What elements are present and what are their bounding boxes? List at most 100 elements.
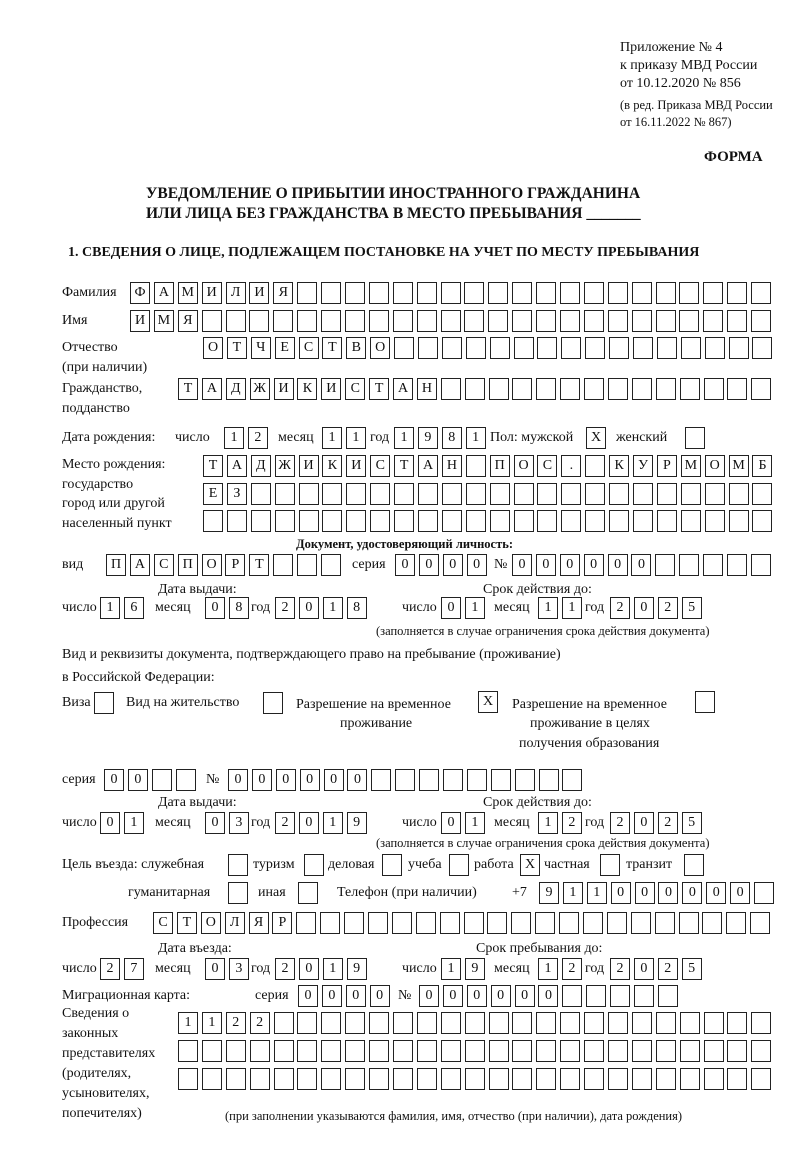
char-cell[interactable]: [585, 483, 606, 505]
char-cell[interactable]: Е: [203, 483, 223, 505]
char-cell[interactable]: [609, 483, 630, 505]
char-cell[interactable]: Д: [225, 378, 246, 400]
char-cell[interactable]: [655, 378, 676, 400]
char-cell[interactable]: Я: [273, 282, 294, 304]
char-cell[interactable]: [201, 310, 222, 332]
char-cell[interactable]: .: [561, 455, 582, 477]
char-cell[interactable]: [464, 378, 485, 400]
char-cell[interactable]: [538, 769, 559, 791]
char-cell[interactable]: Р: [225, 554, 246, 576]
char-cell[interactable]: 0: [345, 985, 366, 1007]
char-cell[interactable]: М: [680, 455, 701, 477]
char-cell[interactable]: 1: [100, 597, 120, 619]
char-cell[interactable]: 2: [561, 958, 582, 980]
char-cell[interactable]: [416, 1068, 437, 1090]
char-cell[interactable]: Ж: [249, 378, 270, 400]
char-cell[interactable]: К: [322, 455, 343, 477]
char-cell[interactable]: [537, 510, 558, 532]
char-cell[interactable]: [416, 310, 437, 332]
char-cell[interactable]: [728, 483, 749, 505]
char-cell[interactable]: [151, 769, 172, 791]
char-cell[interactable]: [560, 310, 581, 332]
char-cell[interactable]: О: [513, 455, 534, 477]
char-cell[interactable]: [464, 1040, 485, 1062]
char-cell[interactable]: 0: [441, 812, 461, 834]
char-cell[interactable]: [464, 1012, 485, 1034]
char-cell[interactable]: [344, 912, 365, 934]
char-cell[interactable]: [298, 510, 319, 532]
char-cell[interactable]: [727, 1040, 748, 1062]
char-cell[interactable]: [634, 985, 655, 1007]
char-cell[interactable]: [488, 1012, 509, 1034]
char-cell[interactable]: Н: [416, 378, 437, 400]
char-cell[interactable]: [537, 337, 558, 359]
char-cell[interactable]: 0: [419, 985, 439, 1007]
char-cell[interactable]: [655, 554, 676, 576]
char-cell[interactable]: [345, 310, 366, 332]
char-cell[interactable]: 0: [298, 812, 319, 834]
char-cell[interactable]: С: [153, 912, 173, 934]
char-cell[interactable]: 1: [178, 1012, 198, 1034]
char-cell[interactable]: [754, 882, 775, 904]
char-cell[interactable]: [226, 510, 247, 532]
purpose-business-checkbox[interactable]: [382, 854, 402, 876]
char-cell[interactable]: [225, 1040, 246, 1062]
char-cell[interactable]: А: [393, 378, 414, 400]
char-cell[interactable]: [514, 769, 535, 791]
char-cell[interactable]: [273, 310, 294, 332]
char-cell[interactable]: [560, 1012, 581, 1034]
char-cell[interactable]: Т: [203, 455, 223, 477]
char-cell[interactable]: 0: [418, 554, 439, 576]
char-cell[interactable]: 1: [322, 958, 343, 980]
char-cell[interactable]: 1: [538, 958, 558, 980]
char-cell[interactable]: С: [153, 554, 174, 576]
char-cell[interactable]: 1: [201, 1012, 222, 1034]
char-cell[interactable]: [512, 1040, 533, 1062]
char-cell[interactable]: [440, 378, 461, 400]
char-cell[interactable]: [490, 769, 511, 791]
char-cell[interactable]: О: [201, 554, 222, 576]
char-cell[interactable]: [703, 1068, 724, 1090]
char-cell[interactable]: [608, 1068, 629, 1090]
char-cell[interactable]: 0: [633, 597, 654, 619]
char-cell[interactable]: [512, 282, 533, 304]
char-cell[interactable]: Ж: [274, 455, 295, 477]
char-cell[interactable]: К: [609, 455, 630, 477]
char-cell[interactable]: 2: [275, 812, 295, 834]
char-cell[interactable]: [583, 912, 604, 934]
char-cell[interactable]: [608, 1040, 629, 1062]
char-cell[interactable]: [465, 337, 486, 359]
char-cell[interactable]: И: [321, 378, 342, 400]
char-cell[interactable]: [441, 483, 462, 505]
char-cell[interactable]: [297, 1040, 318, 1062]
char-cell[interactable]: [609, 337, 630, 359]
char-cell[interactable]: 1: [465, 427, 486, 449]
char-cell[interactable]: [703, 554, 724, 576]
char-cell[interactable]: [488, 282, 509, 304]
char-cell[interactable]: [655, 1012, 676, 1034]
char-cell[interactable]: А: [129, 554, 150, 576]
char-cell[interactable]: [607, 310, 628, 332]
char-cell[interactable]: [703, 1012, 724, 1034]
char-cell[interactable]: А: [226, 455, 247, 477]
char-cell[interactable]: [536, 1012, 557, 1034]
char-cell[interactable]: [392, 282, 413, 304]
char-cell[interactable]: [727, 1012, 748, 1034]
char-cell[interactable]: [585, 455, 606, 477]
char-cell[interactable]: [727, 282, 748, 304]
char-cell[interactable]: [368, 282, 389, 304]
char-cell[interactable]: 5: [681, 958, 702, 980]
char-cell[interactable]: [322, 483, 343, 505]
char-cell[interactable]: [391, 912, 412, 934]
char-cell[interactable]: [562, 985, 583, 1007]
char-cell[interactable]: Т: [322, 337, 343, 359]
char-cell[interactable]: [489, 510, 510, 532]
char-cell[interactable]: [321, 1068, 342, 1090]
